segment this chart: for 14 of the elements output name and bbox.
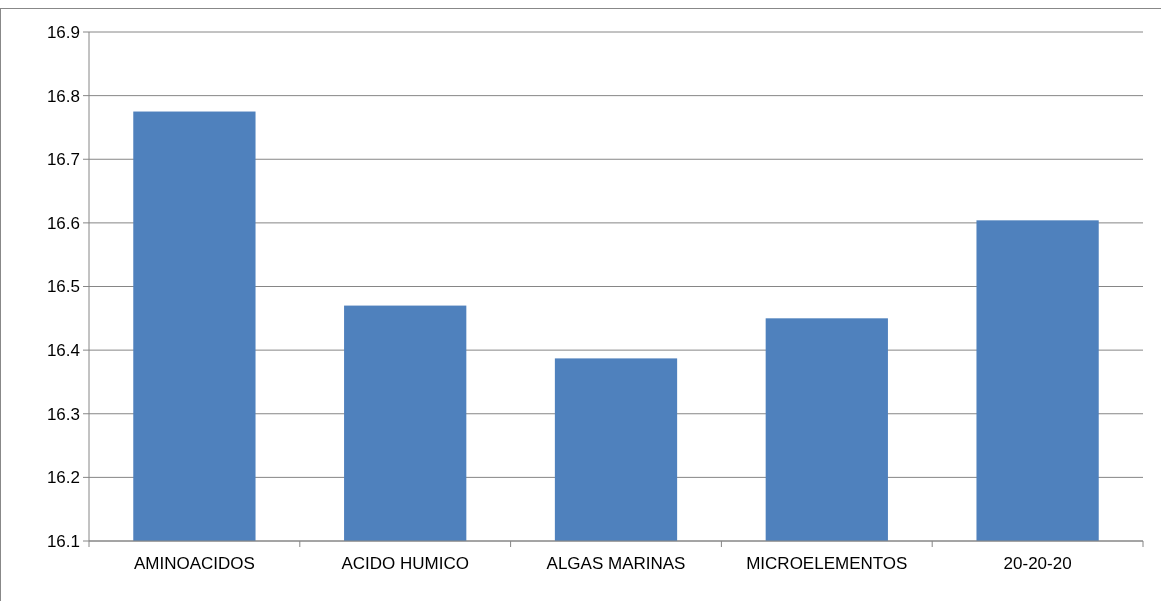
y-tick-label: 16.1 <box>46 531 80 551</box>
y-tick-label: 16.3 <box>46 404 80 424</box>
y-tick-label: 16.7 <box>46 150 80 170</box>
y-tick-label: 16.9 <box>46 22 80 42</box>
x-tick-label: 20-20-20 <box>1003 554 1072 573</box>
x-tick-label: ACIDO HUMICO <box>341 554 469 573</box>
y-tick-label: 16.2 <box>46 468 80 488</box>
x-tick-label: MICROELEMENTOS <box>746 554 908 573</box>
y-tick-label: 16.8 <box>46 86 80 106</box>
x-tick-label: AMINOACIDOS <box>133 554 255 573</box>
y-tick-label: 16.6 <box>46 213 80 233</box>
y-tick-label: 16.5 <box>46 277 80 297</box>
y-tick-label: 16.4 <box>46 341 80 361</box>
x-tick-label: ALGAS MARINAS <box>546 554 686 573</box>
